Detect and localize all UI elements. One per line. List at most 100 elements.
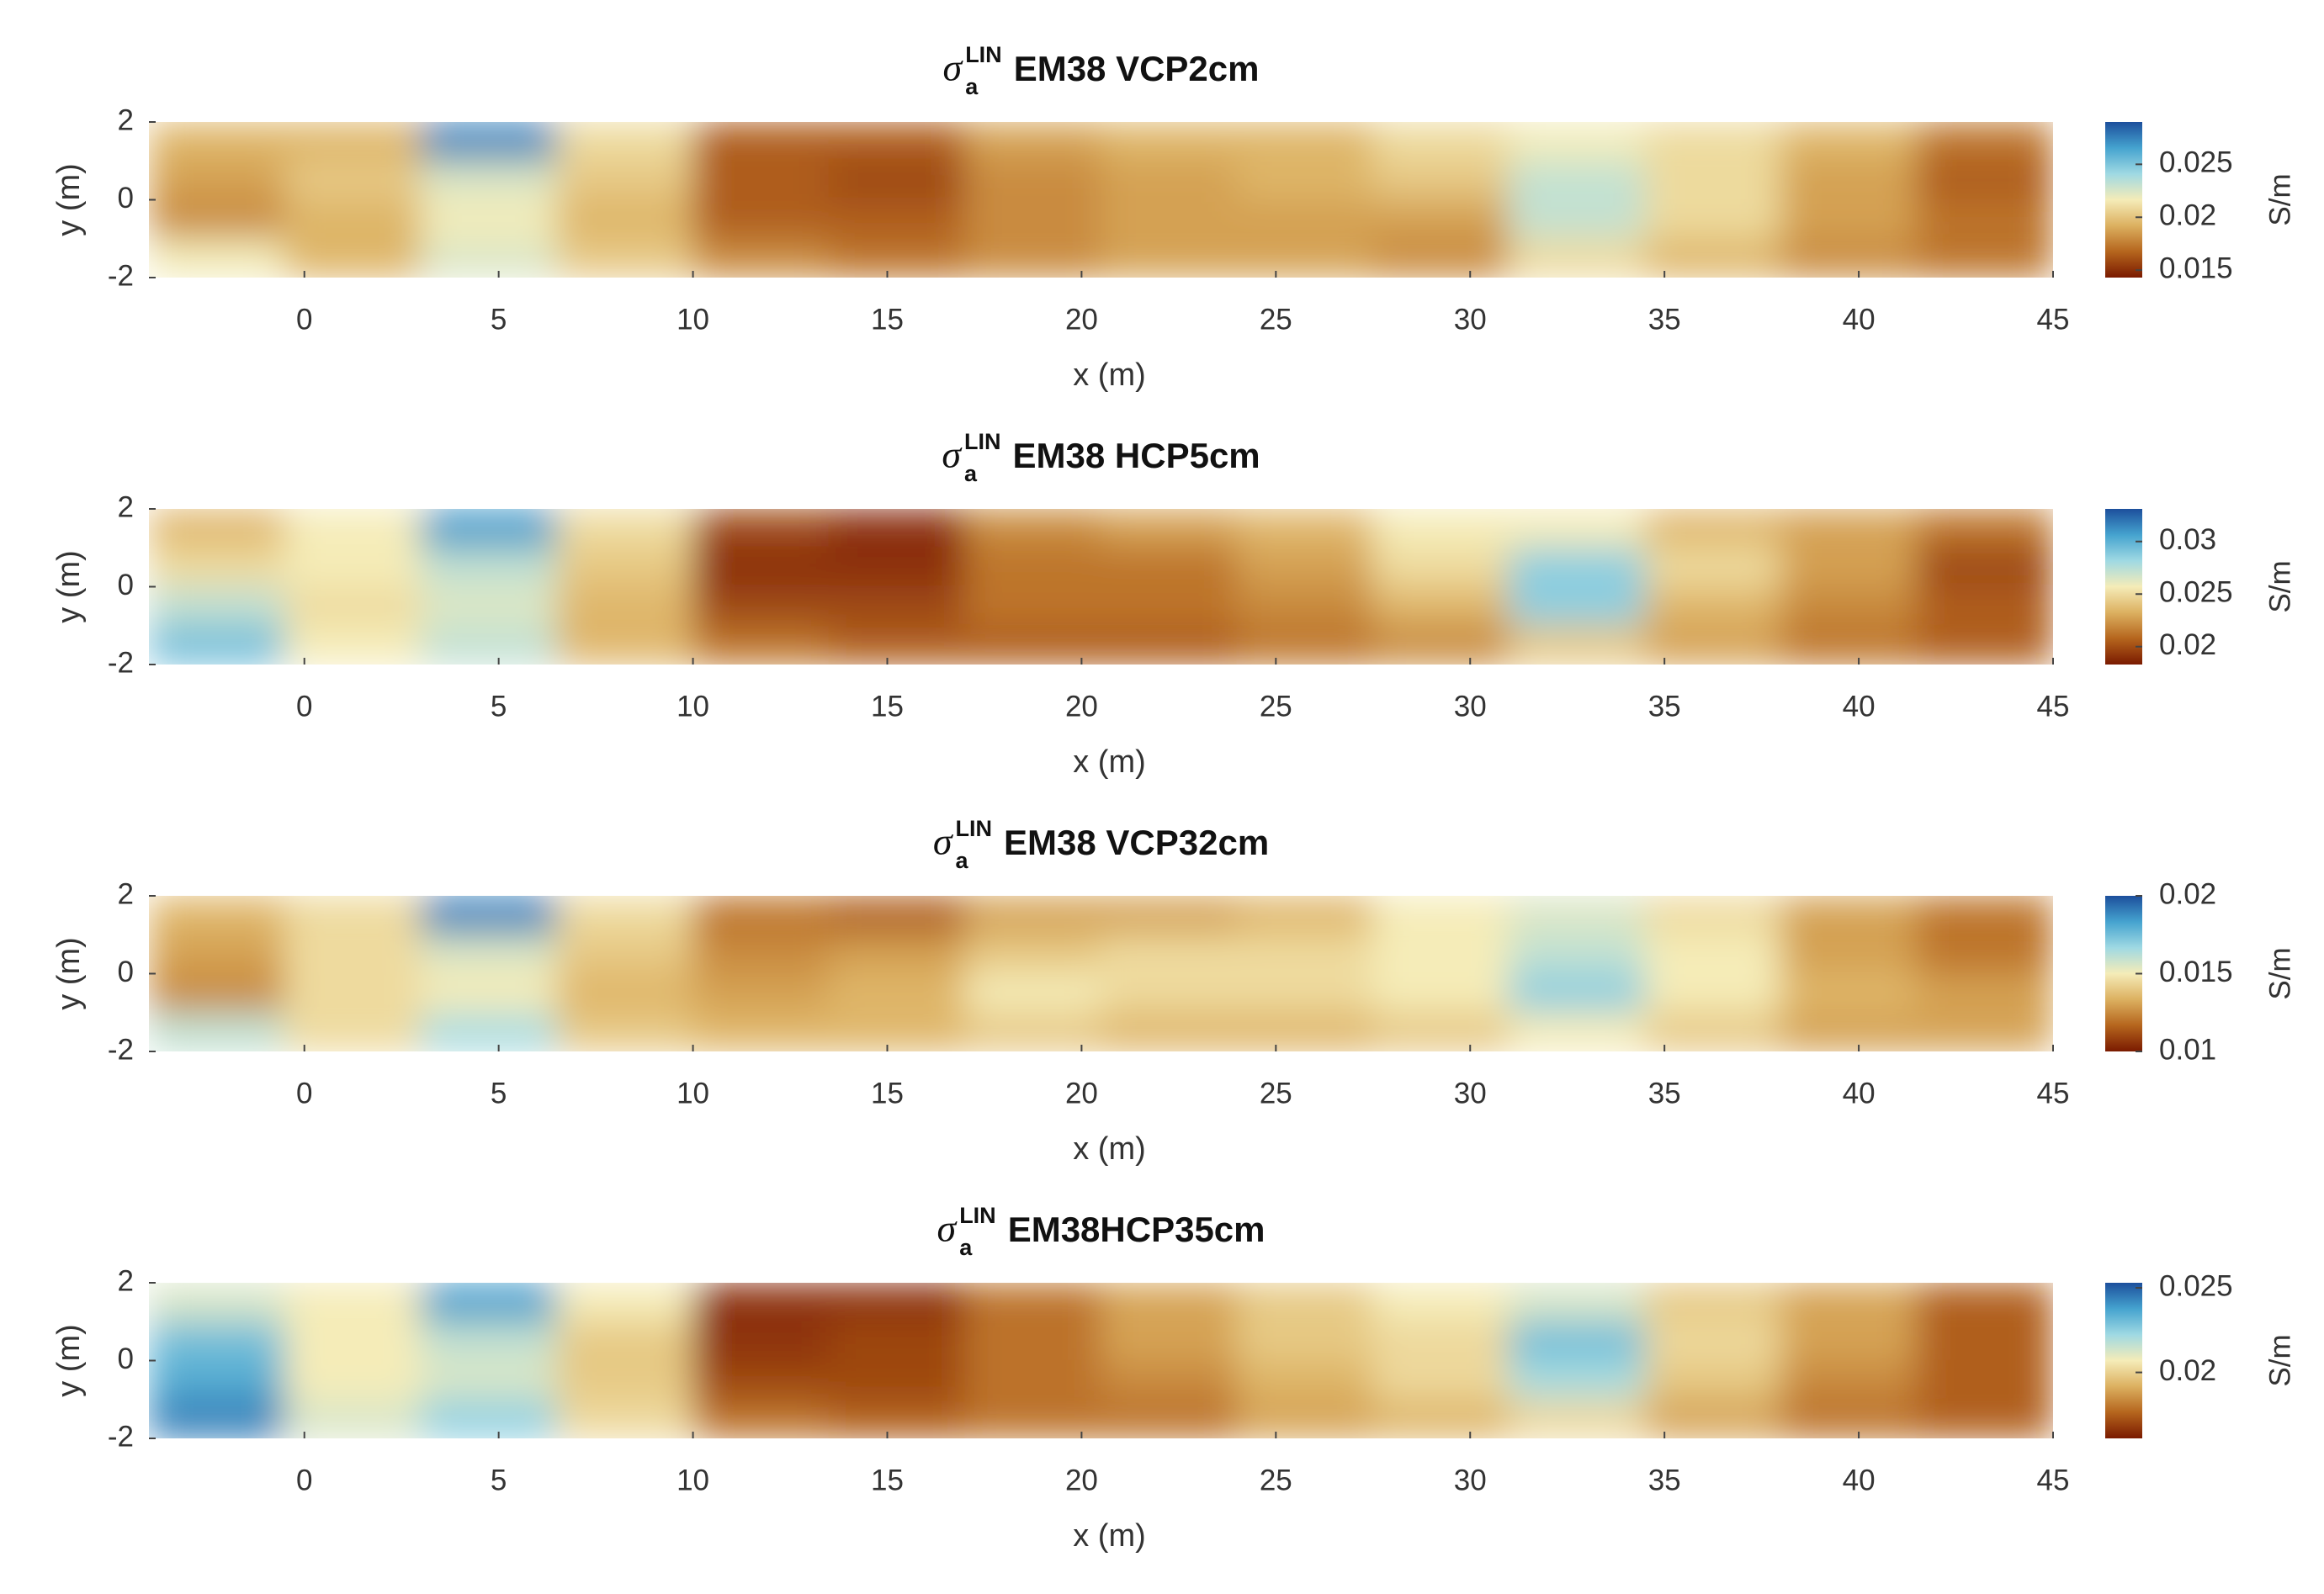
heatmap-cell — [1644, 934, 1782, 974]
heatmap-cell — [692, 1321, 830, 1361]
heatmap-cell — [284, 973, 422, 1014]
heatmap-cell — [1644, 1012, 1782, 1051]
colorbar-tick-label: 0.02 — [2159, 877, 2216, 910]
chart-title: σ LIN a EM38HCP35cm — [937, 1203, 1265, 1260]
heatmap-cell — [1780, 238, 1918, 278]
x-tick-label: 0 — [296, 303, 312, 336]
heatmap-cell — [1236, 160, 1374, 200]
heatmap-cell — [149, 973, 286, 1014]
heatmap-cell — [1508, 1360, 1646, 1401]
heatmap-cell — [1372, 160, 1510, 200]
x-tick-label: 30 — [1454, 690, 1487, 723]
heatmap-cell — [1916, 199, 2053, 240]
heatmap-cell — [1916, 896, 2053, 935]
x-tick-label: 5 — [491, 1464, 507, 1496]
x-tick-label: 10 — [677, 303, 709, 336]
x-tick-label: 25 — [1260, 690, 1292, 723]
heatmap-cell — [1372, 238, 1510, 278]
heatmap-cell — [1916, 1360, 2053, 1401]
heatmap-cell — [692, 122, 830, 162]
x-tick-label: 40 — [1843, 303, 1876, 336]
heatmap-cell — [1236, 547, 1374, 587]
heatmap-cell — [1780, 934, 1918, 974]
heatmap-cell — [149, 934, 286, 974]
heatmap-cell — [420, 1283, 558, 1322]
heatmap-cell — [1508, 238, 1646, 278]
heatmap-cell — [1236, 973, 1374, 1014]
y-axis-label: y (m) — [51, 1324, 87, 1397]
title-subscript: a — [959, 1235, 973, 1260]
heatmap-cell — [284, 896, 422, 935]
x-tick-label: 15 — [871, 1077, 904, 1109]
heatmap-cells — [149, 1283, 2053, 1438]
heatmap-cell — [1372, 547, 1510, 587]
heatmap-cell — [149, 122, 286, 162]
heatmap-cell — [149, 160, 286, 200]
heatmap-cell — [828, 586, 966, 627]
heatmap-cell — [1644, 625, 1782, 665]
heatmap-cell — [420, 160, 558, 200]
heatmap-cells — [149, 509, 2053, 665]
x-tick-label: 35 — [1648, 1464, 1681, 1496]
x-tick-label: 25 — [1260, 1077, 1292, 1109]
heatmap-cell — [1644, 509, 1782, 548]
heatmap-cell — [1101, 1321, 1238, 1361]
heatmap-cell — [1101, 1360, 1238, 1401]
chart-title: σ LIN a EM38 VCP32cm — [933, 816, 1269, 873]
y-tick-label: 2 — [118, 877, 134, 910]
heatmap-cell — [1916, 934, 2053, 974]
heatmap-cell — [828, 934, 966, 974]
heatmap-area — [149, 122, 2053, 278]
heatmap-cell — [1372, 1360, 1510, 1401]
heatmap-cell — [964, 509, 1101, 548]
title-superscript: LIN — [965, 42, 1002, 67]
x-tick-label: 5 — [491, 303, 507, 336]
heatmap-cell — [556, 1399, 694, 1438]
heatmap-cell — [964, 934, 1101, 974]
heatmap-cell — [1780, 625, 1918, 665]
heatmap-cell — [828, 1321, 966, 1361]
heatmap-cell — [284, 1321, 422, 1361]
heatmap-cell — [149, 1283, 286, 1322]
heatmap-cells — [149, 122, 2053, 278]
x-tick-label: 15 — [871, 690, 904, 723]
heatmap-cell — [1508, 1321, 1646, 1361]
heatmap-cell — [1508, 1283, 1646, 1322]
y-tick-label: 0 — [118, 956, 134, 988]
y-tick-label: 0 — [118, 182, 134, 214]
x-tick-label: 5 — [491, 690, 507, 723]
heatmap-cell — [1101, 586, 1238, 627]
heatmap-cell — [420, 973, 558, 1014]
x-tick-label: 5 — [491, 1077, 507, 1109]
heatmap-cell — [1372, 199, 1510, 240]
heatmap-cell — [284, 122, 422, 162]
heatmap-cell — [692, 1399, 830, 1438]
heatmap-cell — [1372, 625, 1510, 665]
heatmap-cell — [1508, 973, 1646, 1014]
heatmap-cell — [1508, 1399, 1646, 1438]
title-superscript: LIN — [959, 1203, 996, 1228]
heatmap-cell — [556, 896, 694, 935]
heatmap-cell — [420, 896, 558, 935]
colorbar-label: S/m — [2263, 560, 2296, 612]
heatmap-cell — [420, 1321, 558, 1361]
heatmap-cell — [1372, 973, 1510, 1014]
heatmap-cell — [1508, 160, 1646, 200]
heatmap-cell — [1372, 586, 1510, 627]
heatmap-cell — [1236, 896, 1374, 935]
heatmap-cell — [1508, 586, 1646, 627]
heatmap-cell — [284, 509, 422, 548]
title-superscript: LIN — [956, 816, 993, 841]
heatmap-cell — [692, 625, 830, 665]
x-tick-label: 10 — [677, 1464, 709, 1496]
heatmap-cell — [692, 1360, 830, 1401]
x-tick-label: 45 — [2037, 303, 2070, 336]
title-text: EM38 VCP32cm — [1004, 823, 1269, 862]
heatmap-cell — [1644, 973, 1782, 1014]
heatmap-cell — [556, 160, 694, 200]
heatmap-cell — [1916, 547, 2053, 587]
